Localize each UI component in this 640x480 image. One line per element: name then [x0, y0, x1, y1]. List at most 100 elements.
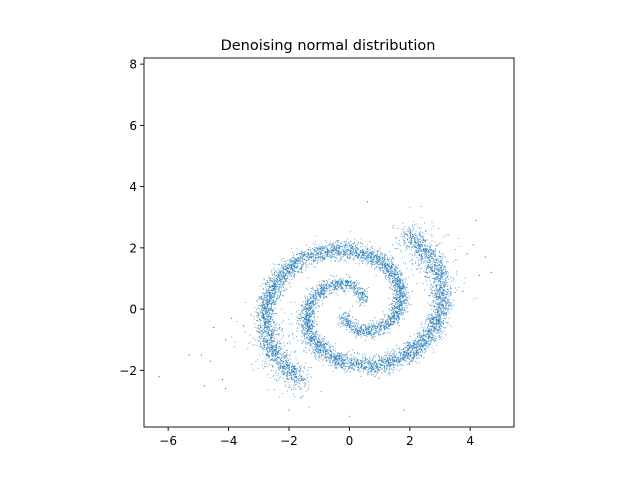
- scatter-point: [265, 308, 268, 311]
- scatter-point: [328, 345, 330, 347]
- scatter-point: [388, 374, 390, 376]
- scatter-point: [333, 354, 335, 356]
- scatter-point: [394, 275, 396, 277]
- scatter-point: [441, 274, 443, 276]
- scatter-point: [419, 233, 421, 235]
- scatter-point: [401, 257, 403, 259]
- scatter-point: [261, 325, 263, 327]
- scatter-point: [358, 298, 360, 300]
- scatter-point: [397, 302, 399, 305]
- scatter-point: [336, 275, 338, 277]
- scatter-point: [438, 275, 440, 277]
- scatter-point: [368, 249, 370, 251]
- scatter-point: [378, 363, 380, 365]
- scatter-point: [315, 303, 317, 305]
- scatter-point: [328, 347, 330, 349]
- scatter-point: [307, 343, 309, 345]
- scatter-point: [278, 362, 280, 364]
- scatter-point: [333, 247, 335, 249]
- scatter-point: [356, 294, 358, 296]
- scatter-point: [394, 319, 396, 321]
- scatter-point: [454, 249, 456, 251]
- scatter-point: [334, 279, 336, 281]
- scatter-point: [280, 348, 282, 350]
- scatter-point: [277, 268, 279, 270]
- scatter-point: [425, 339, 428, 341]
- scatter-point: [261, 292, 263, 294]
- scatter-point: [366, 261, 368, 263]
- scatter-point: [352, 364, 354, 366]
- scatter-point: [420, 324, 422, 326]
- scatter-point: [416, 340, 418, 343]
- scatter-point: [310, 250, 312, 252]
- scatter-point: [257, 368, 259, 370]
- scatter-point: [263, 337, 265, 339]
- scatter-point: [383, 361, 385, 363]
- scatter-point: [266, 362, 268, 365]
- scatter-point: [379, 247, 381, 249]
- scatter-point: [417, 353, 419, 355]
- scatter-point: [268, 335, 270, 337]
- scatter-point: [400, 368, 402, 370]
- scatter-point: [267, 311, 269, 313]
- scatter-point: [428, 327, 430, 330]
- scatter-point: [282, 327, 284, 329]
- scatter-point: [430, 288, 432, 290]
- scatter-point: [338, 261, 340, 263]
- scatter-point: [290, 388, 293, 390]
- scatter-point: [304, 327, 306, 329]
- scatter-point: [312, 288, 314, 290]
- scatter-point: [433, 255, 435, 257]
- scatter-point: [381, 322, 383, 324]
- scatter-point: [379, 270, 382, 272]
- scatter-point: [354, 248, 356, 250]
- scatter-point: [303, 333, 305, 335]
- scatter-point: [299, 252, 301, 254]
- scatter-point: [434, 338, 436, 340]
- scatter-point: [366, 328, 368, 330]
- scatter-point: [346, 250, 348, 252]
- scatter-point: [429, 314, 431, 316]
- scatter-point: [261, 310, 263, 312]
- scatter-point: [437, 268, 439, 270]
- scatter-point: [289, 261, 291, 263]
- scatter-point: [447, 298, 449, 300]
- scatter-point: [406, 297, 408, 299]
- scatter-point: [339, 323, 341, 325]
- scatter-point: [280, 338, 282, 340]
- scatter-point: [441, 259, 443, 261]
- scatter-point: [263, 367, 265, 369]
- scatter-point: [394, 271, 396, 273]
- scatter-point: [358, 283, 360, 286]
- scatter-point: [392, 349, 394, 351]
- scatter-point: [456, 274, 458, 276]
- scatter-point: [303, 319, 305, 321]
- scatter-point: [344, 259, 346, 261]
- scatter-point: [372, 329, 374, 331]
- scatter-point: [414, 255, 416, 257]
- scatter-point: [387, 363, 389, 365]
- scatter-point: [288, 283, 290, 285]
- scatter-point: [319, 287, 321, 289]
- scatter-point: [272, 329, 274, 331]
- scatter-point: [420, 335, 422, 337]
- scatter-point: [354, 365, 356, 367]
- scatter-point: [308, 299, 310, 301]
- scatter-point: [400, 290, 402, 292]
- scatter-point: [347, 256, 349, 258]
- scatter-point: [384, 332, 386, 335]
- scatter-point: [281, 371, 283, 373]
- scatter-point: [296, 363, 298, 365]
- scatter-point: [389, 352, 391, 354]
- scatter-point: [316, 254, 318, 256]
- scatter-point: [450, 303, 452, 305]
- scatter-point: [264, 311, 266, 313]
- scatter-point: [261, 364, 263, 366]
- scatter-point: [425, 229, 427, 231]
- scatter-point: [253, 315, 255, 317]
- scatter-point: [347, 254, 349, 256]
- scatter-point: [361, 327, 363, 329]
- scatter-point: [323, 284, 325, 286]
- scatter-point: [258, 336, 260, 338]
- scatter-point: [265, 288, 267, 290]
